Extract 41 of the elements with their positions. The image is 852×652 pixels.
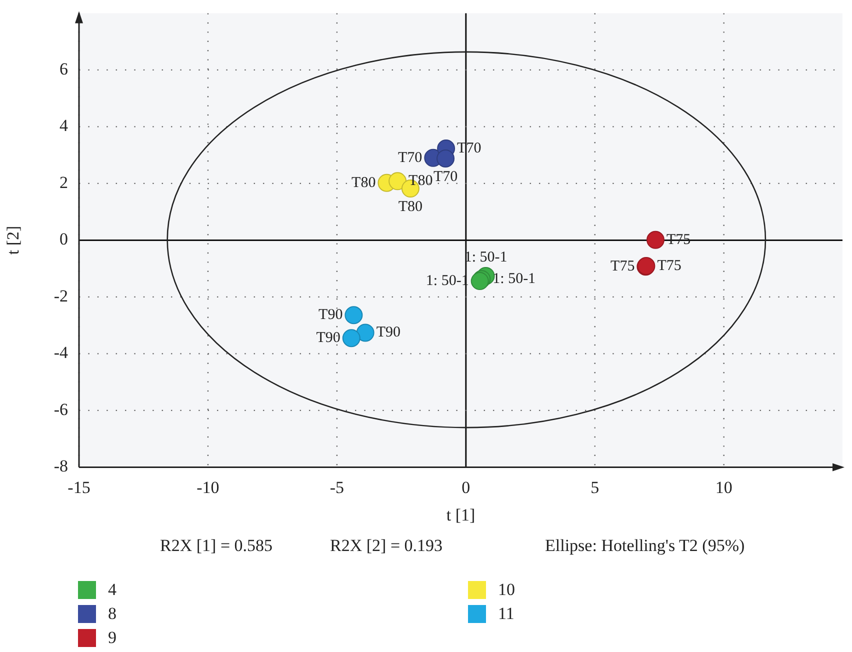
annotation: T80 xyxy=(398,198,423,215)
y-tick-label: -6 xyxy=(54,400,68,419)
y-tick-label: -4 xyxy=(54,343,68,362)
y-tick-label: -8 xyxy=(54,456,68,476)
annotation: T75 xyxy=(657,258,682,274)
text: R2X [2] = 0.193 xyxy=(330,536,443,556)
point xyxy=(356,324,374,342)
point xyxy=(436,149,455,168)
legend-label: 9 xyxy=(108,628,116,648)
y-tick-label: 4 xyxy=(60,116,68,136)
annotation: T90 xyxy=(376,324,400,341)
annotation: T80 xyxy=(352,174,376,191)
point xyxy=(388,172,407,190)
x-tick-label: 5 xyxy=(590,478,600,497)
x-tick-label: -10 xyxy=(196,478,220,497)
x-tick-label: 10 xyxy=(715,478,732,497)
x-tick-label: 0 xyxy=(462,478,470,497)
legend-label: 4 xyxy=(108,580,116,600)
annotation: 1: 50-1 xyxy=(492,271,536,288)
y-tick-label: 0 xyxy=(60,230,68,249)
point xyxy=(342,329,360,348)
annotation: T90 xyxy=(318,307,343,324)
y-axis-title: t [2] xyxy=(4,226,23,255)
y-tick-label: 2 xyxy=(60,172,68,192)
point xyxy=(646,230,664,249)
annotation: T75 xyxy=(610,258,635,275)
annotation: T70 xyxy=(433,168,458,185)
y-tick-label: 6 xyxy=(60,59,68,78)
point xyxy=(344,306,363,324)
y-tick-label: -2 xyxy=(54,286,68,306)
annotation: T70 xyxy=(398,150,422,166)
x-tick-label: -5 xyxy=(330,478,344,497)
text: R2X [1] = 0.585 xyxy=(160,536,273,556)
x-tick-label: -15 xyxy=(68,478,90,497)
legend-label: 8 xyxy=(108,604,116,624)
legend-label: 11 xyxy=(498,604,514,624)
annotation: T90 xyxy=(316,330,340,346)
annotation: T80 xyxy=(408,173,433,190)
text: Ellipse: Hotelling's T2 (95%) xyxy=(545,536,745,556)
x-axis-title: t [1] xyxy=(446,505,476,524)
legend-label: 10 xyxy=(498,580,515,600)
